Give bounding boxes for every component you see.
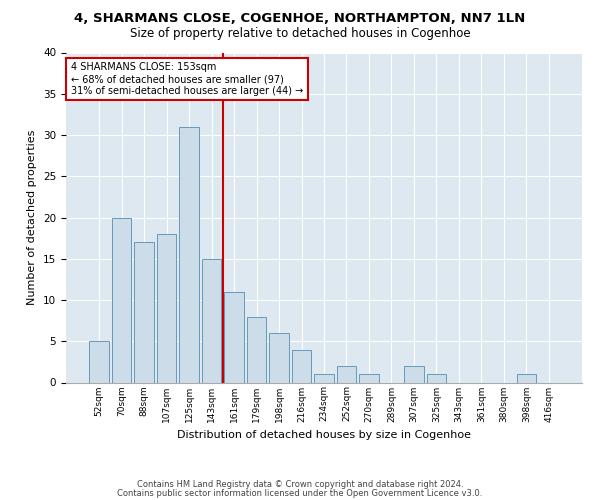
Bar [202,259,221,382]
Bar [314,374,334,382]
Text: 4, SHARMANS CLOSE, COGENHOE, NORTHAMPTON, NN7 1LN: 4, SHARMANS CLOSE, COGENHOE, NORTHAMPTON… [74,12,526,26]
Bar [157,234,176,382]
Bar [269,333,289,382]
Y-axis label: Number of detached properties: Number of detached properties [28,130,37,305]
Bar [112,218,131,382]
Bar [247,316,266,382]
Bar [337,366,356,382]
Bar [359,374,379,382]
Text: 4 SHARMANS CLOSE: 153sqm
← 68% of detached houses are smaller (97)
31% of semi-d: 4 SHARMANS CLOSE: 153sqm ← 68% of detach… [71,62,304,96]
Bar [517,374,536,382]
Bar [427,374,446,382]
Bar [224,292,244,382]
Text: Size of property relative to detached houses in Cogenhoe: Size of property relative to detached ho… [130,28,470,40]
Text: Contains HM Land Registry data © Crown copyright and database right 2024.: Contains HM Land Registry data © Crown c… [137,480,463,489]
Bar [89,341,109,382]
Bar [292,350,311,382]
Text: Contains public sector information licensed under the Open Government Licence v3: Contains public sector information licen… [118,488,482,498]
X-axis label: Distribution of detached houses by size in Cogenhoe: Distribution of detached houses by size … [177,430,471,440]
Bar [134,242,154,382]
Bar [404,366,424,382]
Bar [179,126,199,382]
